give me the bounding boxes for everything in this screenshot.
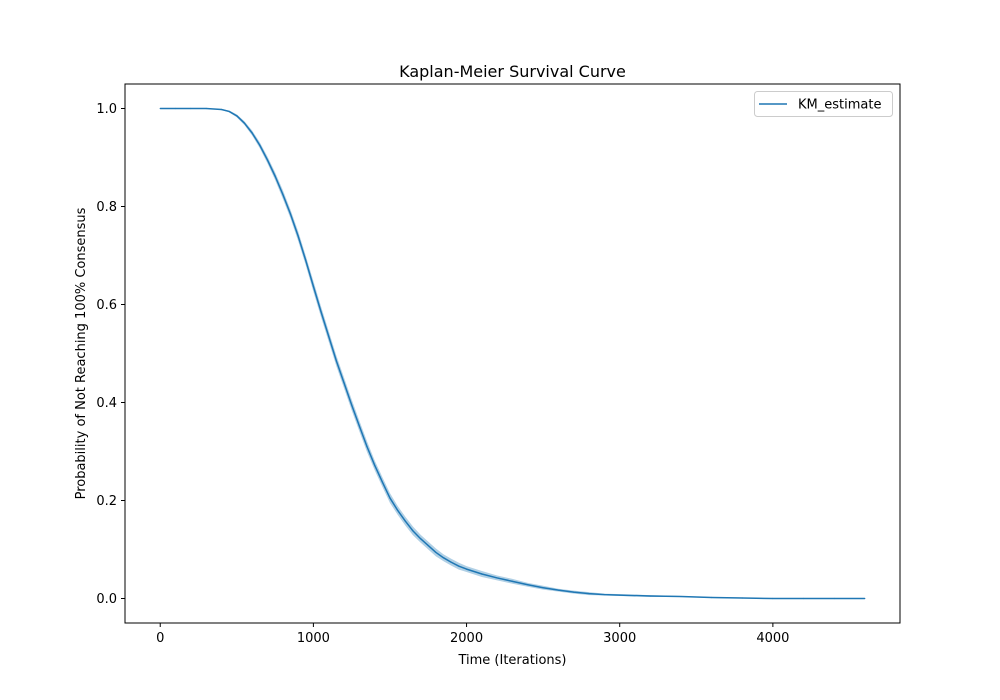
data-point <box>481 573 483 575</box>
x-tick-label: 4000 <box>756 631 789 646</box>
y-tick-label: 0.0 <box>96 592 117 607</box>
data-point <box>680 595 682 598</box>
y-axis-label: Probability of Not Reaching 100% Consens… <box>74 207 89 499</box>
x-axis-label: Time (Iterations) <box>457 653 566 668</box>
x-tick-label: 1000 <box>297 631 330 646</box>
data-point <box>527 584 529 586</box>
data-point <box>381 481 383 483</box>
data-point <box>389 497 391 499</box>
data-point <box>343 382 345 384</box>
data-point <box>397 509 399 511</box>
data-point <box>772 597 774 600</box>
data-point <box>833 597 835 600</box>
data-point <box>305 259 307 261</box>
data-point <box>619 594 621 596</box>
data-point <box>159 107 161 110</box>
y-axis: 0.0 0.2 0.4 0.6 0.8 1.0 <box>96 102 125 607</box>
data-point <box>420 538 422 540</box>
data-point <box>427 544 429 547</box>
data-point <box>243 122 246 124</box>
data-point <box>573 591 575 593</box>
data-point <box>328 335 330 337</box>
data-point <box>442 557 445 559</box>
data-point <box>190 107 192 110</box>
data-point <box>374 464 376 466</box>
confidence-band <box>160 108 865 599</box>
data-point <box>435 551 437 554</box>
chart-title: Kaplan-Meier Survival Curve <box>399 62 626 81</box>
data-point <box>297 235 299 237</box>
data-point <box>412 530 414 532</box>
y-tick-label: 1.0 <box>96 102 117 117</box>
data-point <box>228 110 230 113</box>
axes-frame <box>124 83 901 624</box>
legend: KM_estimate <box>754 91 893 117</box>
data-point <box>542 587 544 589</box>
data-point <box>741 597 743 599</box>
data-point <box>251 132 253 134</box>
x-axis: 0 1000 2000 3000 4000 <box>156 623 789 646</box>
data-point <box>864 597 866 600</box>
y-tick-label: 0.2 <box>96 494 117 509</box>
data-point <box>266 159 269 161</box>
y-tick-label: 0.4 <box>96 396 117 411</box>
data-point <box>274 175 276 177</box>
data-point <box>649 595 651 597</box>
data-point <box>458 565 460 567</box>
data-point <box>603 593 605 596</box>
data-point <box>465 568 468 570</box>
data-point <box>557 589 560 591</box>
data-point <box>335 360 337 362</box>
data-point <box>289 213 292 215</box>
data-point <box>220 108 223 111</box>
data-point <box>802 597 805 600</box>
data-point <box>259 144 261 146</box>
data-point <box>236 115 238 117</box>
data-point <box>404 520 406 522</box>
data-point <box>496 577 498 579</box>
y-tick-label: 0.8 <box>96 200 117 215</box>
data-point <box>450 561 452 563</box>
data-point <box>320 311 322 313</box>
data-point <box>312 285 314 287</box>
x-tick-label: 3000 <box>603 631 636 646</box>
y-tick-label: 0.6 <box>96 298 117 313</box>
data-point <box>588 593 590 595</box>
data-point <box>174 107 177 110</box>
legend-box <box>754 91 893 117</box>
data-point <box>366 446 368 448</box>
data-point <box>205 107 207 110</box>
x-tick-label: 0 <box>156 631 164 646</box>
data-point <box>351 404 353 406</box>
km-estimate-line <box>160 107 865 600</box>
plot-area <box>159 107 866 600</box>
data-point <box>511 580 514 582</box>
data-point <box>711 596 713 599</box>
data-point <box>358 425 360 427</box>
legend-label: KM_estimate <box>798 98 881 113</box>
x-tick-label: 2000 <box>450 631 483 646</box>
data-point <box>282 193 284 195</box>
